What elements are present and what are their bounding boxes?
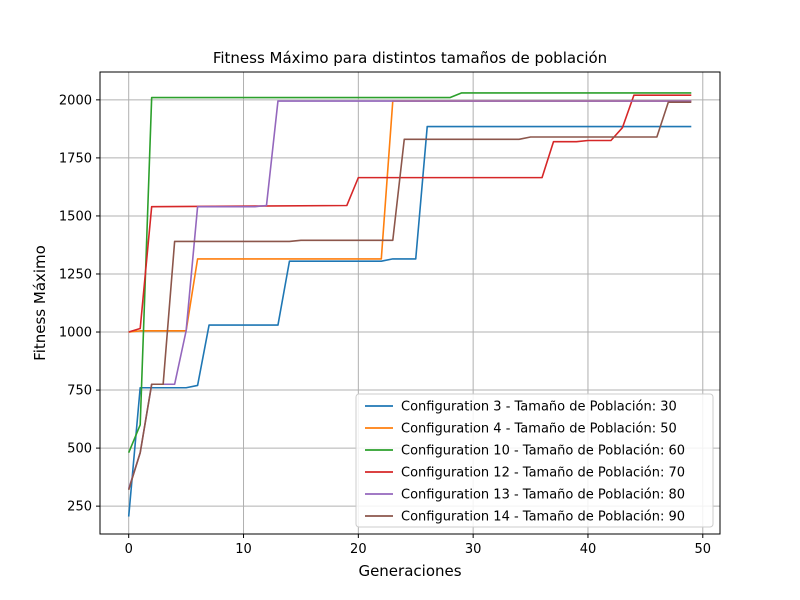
y-tick-label: 250	[67, 500, 92, 515]
legend-label: Configuration 14 - Tamaño de Población: …	[401, 510, 685, 525]
x-tick-label: 0	[125, 542, 133, 557]
x-tick-label: 50	[695, 542, 712, 557]
grid	[100, 72, 720, 534]
y-tick-label: 500	[67, 442, 92, 457]
legend: Configuration 3 - Tamaño de Población: 3…	[355, 393, 714, 528]
legend-label: Configuration 4 - Tamaño de Población: 5…	[401, 422, 677, 437]
legend-box	[355, 393, 714, 528]
y-tick-label: 750	[67, 384, 92, 399]
legend-entry: Configuration 3 - Tamaño de Población: 3…	[365, 400, 677, 415]
series-line-3	[127, 92, 692, 454]
y-axis-ticks: 250 500 750 1000 1250 1500 1750 2000	[59, 93, 100, 515]
legend-entry: Configuration 4 - Tamaño de Población: 5…	[365, 422, 677, 437]
legend-entry: Configuration 10 - Tamaño de Población: …	[365, 444, 685, 459]
legend-label: Configuration 3 - Tamaño de Población: 3…	[401, 400, 677, 415]
y-tick-label: 1000	[59, 326, 92, 341]
legend-entry: Configuration 12 - Tamaño de Población: …	[365, 466, 685, 481]
x-tick-label: 40	[580, 542, 597, 557]
y-tick-label: 1250	[59, 267, 92, 282]
x-tick-label: 20	[350, 542, 367, 557]
x-axis-label: Generaciones	[358, 562, 461, 580]
legend-entry: Configuration 13 - Tamaño de Población: …	[365, 488, 685, 503]
plot-frame	[99, 71, 721, 535]
y-tick-label: 1750	[59, 151, 92, 166]
chart-title: Fitness Máximo para distintos tamaños de…	[213, 49, 607, 67]
legend-entry: Configuration 14 - Tamaño de Población: …	[365, 510, 685, 525]
legend-label: Configuration 12 - Tamaño de Población: …	[401, 466, 685, 481]
x-tick-label: 10	[235, 542, 252, 557]
series-line-2	[128, 100, 692, 333]
series-line-6	[127, 101, 692, 491]
series-line-4	[128, 94, 692, 333]
x-axis-ticks: 0 10 20 30 40 50	[125, 534, 711, 557]
legend-label: Configuration 13 - Tamaño de Población: …	[401, 488, 685, 503]
y-axis-label: Fitness Máximo	[31, 245, 49, 361]
series-lines	[127, 92, 692, 517]
y-tick-label: 1500	[59, 209, 92, 224]
legend-label: Configuration 10 - Tamaño de Población: …	[401, 444, 685, 459]
series-line-1	[127, 125, 692, 517]
x-tick-label: 30	[465, 542, 482, 557]
y-tick-label: 2000	[59, 93, 92, 108]
